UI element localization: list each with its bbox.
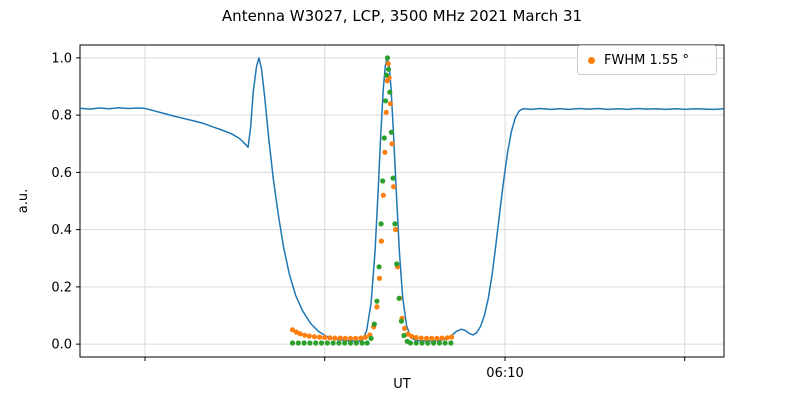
axes-box	[79, 44, 725, 358]
y-tick-label: 0.2	[51, 280, 72, 295]
x-axis-ticks: 06:10	[144, 357, 686, 381]
x-tick-label: 06:10	[486, 366, 523, 381]
y-axis-label: a.u.	[16, 188, 31, 214]
y-axis-ticks: 0.0 0.2 0.4 0.6 0.8 1.0	[51, 51, 80, 353]
y-tick-label: 1.0	[51, 51, 72, 66]
y-tick-label: 0.8	[51, 109, 72, 124]
y-tick-label: 0.6	[51, 166, 72, 181]
gridlines	[80, 45, 724, 357]
legend-label: FWHM 1.55 °	[604, 52, 690, 68]
series-green-markers	[289, 55, 454, 346]
chart-title: Antenna W3027, LCP, 3500 MHz 2021 March …	[221, 7, 583, 25]
y-tick-label: 0.4	[51, 223, 72, 238]
x-axis-label: UT	[393, 377, 411, 392]
y-tick-label: 0.0	[51, 338, 72, 353]
series-blue-line	[79, 57, 725, 342]
series-orange-markers	[289, 61, 455, 341]
legend: FWHM 1.55 °	[577, 45, 717, 75]
legend-marker-dot-icon	[588, 56, 595, 64]
